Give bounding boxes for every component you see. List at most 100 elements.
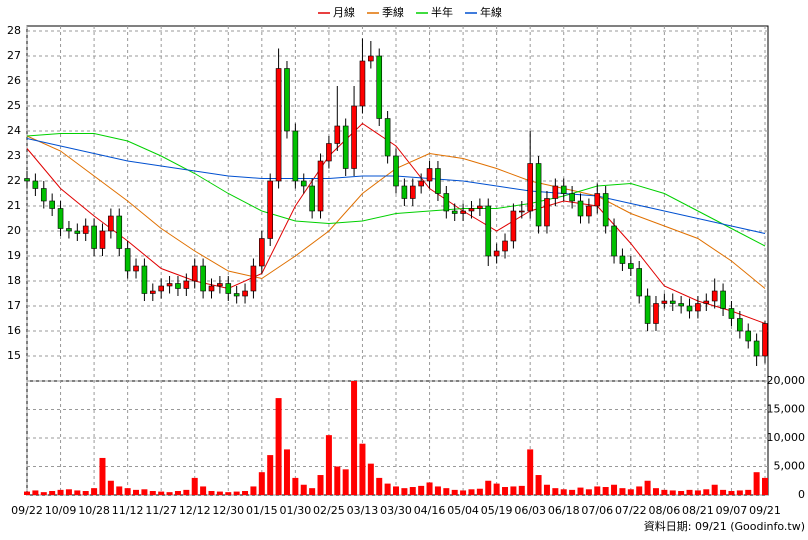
- volume-bar: [652, 488, 659, 495]
- candle-body: [24, 178, 30, 182]
- volume-bar: [208, 491, 215, 495]
- volume-bar: [594, 486, 601, 495]
- x-tick-label: 05/19: [481, 504, 513, 517]
- volume-bar: [611, 484, 618, 495]
- candle-body: [594, 193, 601, 207]
- y-tick-label: 27: [7, 49, 21, 62]
- volume-tick-label: 15,000: [767, 403, 806, 416]
- volume-bar: [661, 489, 668, 495]
- volume-bar: [510, 486, 517, 495]
- candle-body: [259, 238, 265, 267]
- candle-body: [175, 283, 181, 289]
- volume-bar: [384, 483, 391, 495]
- volume-bar: [233, 491, 240, 495]
- volume-bar: [359, 443, 366, 495]
- candle-body: [334, 125, 341, 144]
- ma-line: [26, 133, 766, 247]
- volume-bar: [376, 477, 383, 495]
- volume-bar: [49, 491, 56, 495]
- volume-bar: [745, 489, 752, 495]
- volume-bar: [493, 483, 500, 495]
- y-tick-label: 28: [7, 24, 21, 37]
- y-tick-label: 23: [7, 149, 21, 162]
- candle-body: [108, 215, 114, 232]
- volume-bar: [174, 491, 181, 495]
- x-tick-label: 01/15: [246, 504, 278, 517]
- candle-body: [728, 308, 735, 319]
- volume-bar: [485, 480, 492, 495]
- candle-body: [393, 155, 399, 187]
- volume-bar: [460, 490, 467, 495]
- volume-bar: [434, 486, 441, 495]
- volume-bar: [518, 485, 525, 495]
- candle-body: [57, 208, 64, 229]
- x-tick-label: 08/21: [682, 504, 714, 517]
- volume-bar: [451, 489, 458, 495]
- candle-body: [133, 265, 139, 272]
- x-tick-label: 09/07: [716, 504, 748, 517]
- x-tick-label: 03/13: [347, 504, 379, 517]
- footer: 資料日期: 09/21 (Goodinfo.tw): [644, 519, 805, 533]
- x-tick-label: 03/30: [380, 504, 412, 517]
- volume-bar: [191, 477, 198, 495]
- candle-body: [309, 185, 315, 212]
- y-tick-label: 20: [7, 224, 21, 237]
- candle-body: [518, 210, 525, 213]
- volume-bar: [149, 491, 156, 495]
- volume-bar: [720, 489, 727, 495]
- volume-bar: [728, 491, 735, 495]
- volume-bar: [250, 486, 257, 495]
- volume-bar: [476, 488, 483, 495]
- candle-body: [66, 228, 72, 232]
- volume-bar: [158, 491, 165, 495]
- volume-bar: [91, 488, 98, 495]
- volume-bar: [107, 480, 114, 495]
- volume-bar: [560, 489, 567, 495]
- candle-body: [703, 300, 710, 304]
- candle-body: [636, 268, 643, 297]
- volume-bar: [602, 487, 609, 495]
- volume-bar: [577, 487, 584, 495]
- volume-bar: [309, 488, 316, 495]
- candle-body: [351, 105, 357, 169]
- candle-body: [418, 180, 424, 187]
- x-tick-label: 09/21: [749, 504, 781, 517]
- volume-bar: [393, 486, 399, 495]
- plot-frame: [26, 25, 769, 496]
- volume-bar: [242, 491, 249, 495]
- volume-bar: [367, 463, 374, 495]
- volume-bar: [736, 490, 743, 495]
- candle-body: [40, 188, 47, 202]
- candle-body: [527, 163, 533, 212]
- candle-body: [602, 193, 609, 227]
- volume-bar: [40, 492, 47, 495]
- volume-bar: [678, 491, 685, 495]
- candle-body: [225, 283, 232, 294]
- candle-body: [737, 318, 743, 332]
- candle-body: [368, 55, 374, 62]
- candle-body: [686, 305, 693, 312]
- candle-body: [451, 210, 458, 214]
- candle-body: [460, 210, 466, 214]
- candle-body: [149, 290, 156, 294]
- candle-body: [493, 250, 500, 257]
- candle-body: [745, 330, 752, 342]
- x-tick-label: 08/06: [649, 504, 681, 517]
- candle-body: [653, 303, 659, 324]
- volume-bar: [627, 489, 634, 495]
- volume-tick-label: 5,000: [774, 460, 806, 473]
- candle-body: [376, 55, 383, 119]
- x-tick-label: 05/04: [447, 504, 479, 517]
- legend-label: 年線: [480, 5, 502, 19]
- y-tick-label: 16: [7, 324, 21, 337]
- candle-body: [183, 280, 190, 289]
- volume-bar: [644, 480, 651, 495]
- x-tick-label: 02/25: [313, 504, 345, 517]
- volume-bar: [99, 457, 106, 495]
- volume-bar: [585, 489, 592, 495]
- candle-body: [552, 185, 559, 199]
- y-tick-label: 26: [7, 74, 21, 87]
- candle-body: [32, 180, 39, 189]
- candle-body: [586, 205, 592, 217]
- volume-bar: [258, 472, 265, 495]
